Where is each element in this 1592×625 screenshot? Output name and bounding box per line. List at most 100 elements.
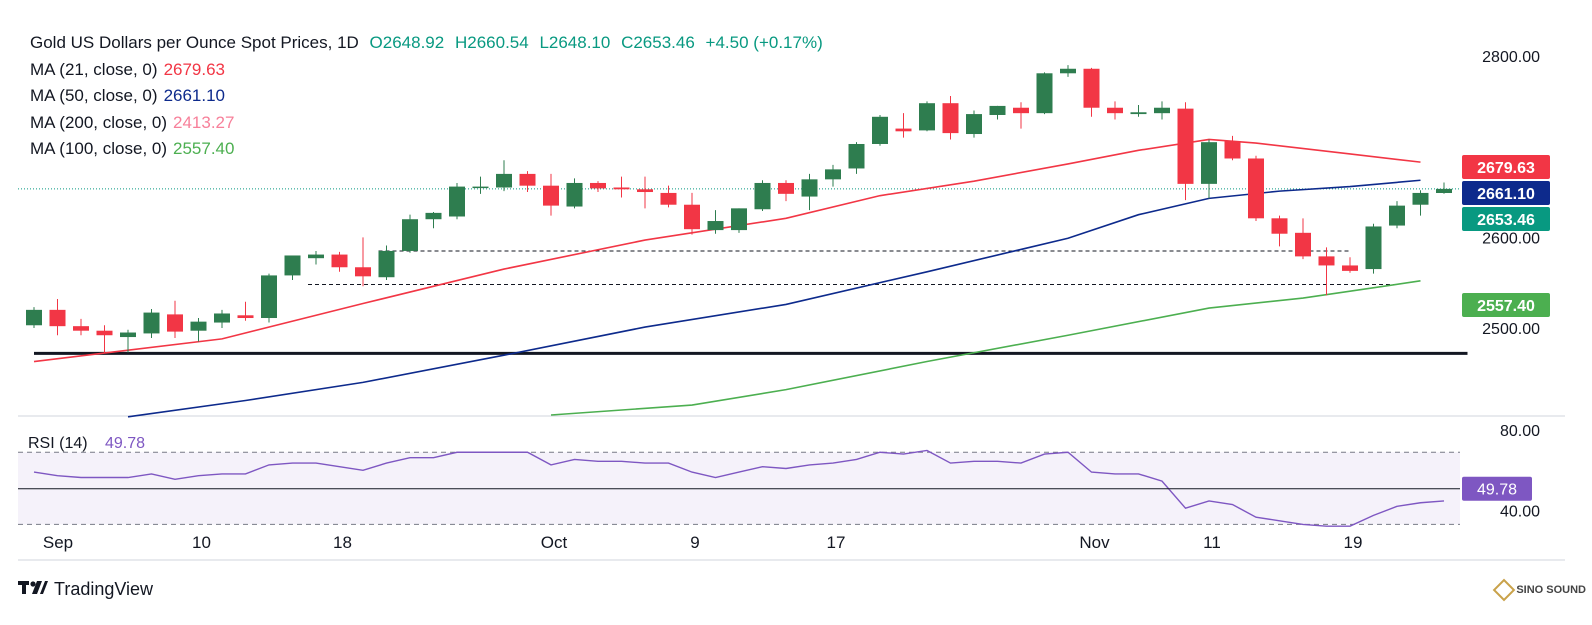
price-label-text: 2679.63 — [1477, 160, 1535, 177]
candle-body — [331, 254, 348, 268]
candle-body — [519, 173, 536, 186]
time-axis-label: Oct — [541, 533, 568, 552]
candle-body — [825, 169, 841, 180]
tradingview-brand-text: TradingView — [54, 579, 154, 599]
candle-body — [1436, 188, 1452, 194]
candle-body — [684, 204, 700, 230]
ma-line-ma50 — [127, 179, 1421, 418]
candle-body — [1365, 226, 1382, 270]
legend-ma21[interactable]: MA (21, close, 0) 2679.63 — [30, 57, 823, 84]
candle-body — [1295, 232, 1311, 257]
time-axis-label: 10 — [192, 533, 211, 552]
legend-ma21-label: MA (21, close, 0) — [30, 59, 158, 79]
candle-body — [49, 309, 66, 327]
candle-body — [1083, 68, 1100, 108]
candle-body — [1177, 108, 1194, 184]
candle-body — [284, 255, 301, 276]
change-value: +4.50 (+0.17%) — [705, 33, 823, 52]
legend-ma100[interactable]: MA (100, close, 0) 2557.40 — [30, 136, 823, 163]
candle-body — [1013, 107, 1029, 114]
candle-body — [237, 315, 254, 319]
candle-body — [378, 250, 395, 278]
candle-body — [966, 114, 982, 135]
candle-body — [1248, 158, 1264, 219]
ma-line-ma100 — [550, 280, 1421, 416]
low-value: L2648.10 — [539, 33, 611, 52]
candle-body — [1201, 142, 1217, 184]
legend-ma50[interactable]: MA (50, close, 0) 2661.10 — [30, 83, 823, 110]
candle-body — [942, 103, 959, 134]
time-axis-label: 19 — [1344, 533, 1363, 552]
candle-body — [496, 173, 512, 188]
legend-ma100-value: 2557.40 — [173, 139, 235, 158]
candle-body — [26, 309, 42, 326]
candle-body — [1107, 107, 1123, 114]
candle-body — [1271, 218, 1288, 234]
price-label-box — [1462, 181, 1550, 205]
candle-body — [613, 187, 630, 190]
time-axis-label: Nov — [1079, 533, 1110, 552]
price-label-box — [1462, 293, 1550, 317]
candle-body — [308, 254, 324, 259]
candle-body — [590, 182, 606, 189]
candle-body — [190, 321, 207, 331]
price-label-box — [1462, 155, 1550, 179]
candle-body — [919, 103, 935, 131]
legend-ma21-value: 2679.63 — [163, 59, 226, 79]
candle-body — [989, 105, 1006, 115]
diamond-logo-icon — [1492, 578, 1516, 602]
time-axis-label: 9 — [690, 533, 699, 552]
high-value: H2660.54 — [454, 33, 529, 52]
watermark-text: SINO SOUND — [1516, 584, 1586, 596]
candle-body — [801, 179, 818, 197]
candle-body — [566, 182, 583, 207]
candle-body — [261, 275, 277, 319]
candle-body — [96, 330, 113, 336]
candle-body — [214, 313, 230, 323]
candle-body — [1342, 265, 1358, 271]
chart-legend: Gold US Dollars per Ounce Spot Prices, 1… — [30, 30, 823, 163]
rsi-line — [33, 449, 1445, 527]
price-axis-tick: 2600.00 — [1482, 230, 1540, 247]
candle-body — [449, 186, 465, 217]
legend-ma200[interactable]: MA (200, close, 0) 2413.27 — [30, 110, 823, 137]
candle-body — [731, 208, 747, 231]
candle-body — [73, 326, 89, 331]
ma-line-ma21 — [33, 138, 1421, 363]
candle-body — [355, 267, 371, 277]
tradingview-logo-icon — [18, 579, 48, 600]
candle-body — [425, 212, 442, 220]
time-axis-label: 11 — [1203, 533, 1221, 552]
candle-body — [1412, 192, 1429, 205]
rsi-axis-tick: 80.00 — [1500, 423, 1540, 440]
time-axis-label: 17 — [827, 533, 846, 552]
candle-body — [754, 182, 771, 210]
rsi-legend-label: RSI (14) — [28, 435, 88, 452]
time-axis-label: 18 — [333, 533, 352, 552]
candle-body — [143, 312, 160, 334]
candle-body — [848, 143, 865, 169]
legend-ma50-label: MA (50, close, 0) — [30, 86, 158, 105]
tradingview-logo[interactable]: TradingView — [18, 579, 153, 600]
rsi-axis-tick: 40.00 — [1500, 503, 1540, 520]
price-label-box — [1462, 207, 1550, 231]
candle-body — [1224, 141, 1241, 159]
sino-sound-watermark: SINO SOUND — [1492, 578, 1586, 602]
symbol-ohlc-row: Gold US Dollars per Ounce Spot Prices, 1… — [30, 30, 823, 57]
price-axis-tick: 2800.00 — [1482, 49, 1540, 66]
rsi-value-label-box — [1462, 476, 1532, 501]
legend-ma200-value: 2413.27 — [173, 112, 235, 132]
close-value: C2653.46 — [621, 33, 695, 52]
candle-body — [1318, 256, 1335, 266]
rsi-value-label-text: 49.78 — [1477, 482, 1517, 499]
price-axis-tick: 2500.00 — [1482, 321, 1540, 338]
candle-body — [1036, 73, 1053, 114]
price-label-text: 2661.10 — [1477, 186, 1535, 203]
open-value: O2648.92 — [369, 33, 445, 52]
legend-ma50-value: 2661.10 — [163, 86, 226, 105]
candle-body — [778, 182, 794, 194]
legend-ma100-label: MA (100, close, 0) — [30, 139, 168, 158]
candle-body — [895, 128, 912, 132]
candle-body — [872, 116, 888, 144]
